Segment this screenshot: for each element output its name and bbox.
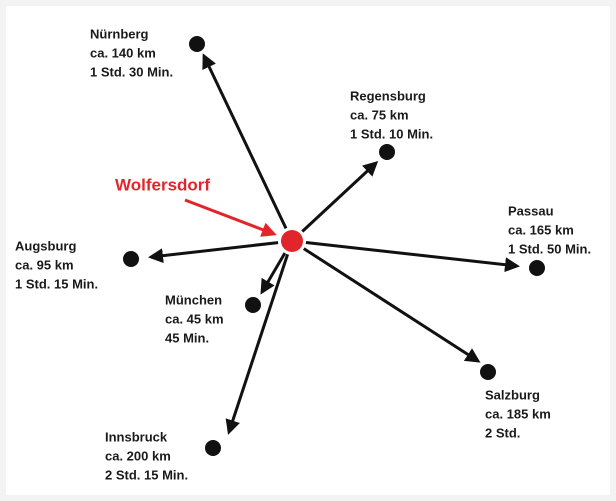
destination-time: 1 Std. 15 Min. [15, 276, 98, 291]
destination-distance: ca. 45 km [165, 311, 224, 326]
route-arrow [225, 253, 290, 435]
destination-dot [123, 251, 139, 267]
route-arrow [148, 241, 279, 264]
destination-distance: ca. 140 km [90, 45, 156, 60]
destination-distance: ca. 200 km [105, 448, 171, 463]
destination-time: 2 Std. 15 Min. [105, 467, 188, 482]
destination-dot [205, 440, 221, 456]
destination-time: 1 Std. 50 Min. [508, 241, 591, 256]
destination-name: Nürnberg [90, 26, 149, 41]
destination-name: Passau [508, 203, 554, 218]
destination-dot [480, 364, 496, 380]
destination-name: München [165, 292, 222, 307]
route-arrow [305, 241, 520, 273]
destination-dot [189, 36, 205, 52]
center-label: Wolfersdorf [115, 175, 210, 194]
destination-dot [245, 297, 261, 313]
destination-time: 2 Std. [485, 425, 520, 440]
destination-name: Salzburg [485, 387, 540, 402]
destination-time: 1 Std. 10 Min. [350, 126, 433, 141]
destination-dot [529, 260, 545, 276]
destination-time: 1 Std. 30 Min. [90, 64, 173, 79]
destination-name: Innsbruck [105, 429, 168, 444]
pointer-arrow [184, 198, 277, 237]
center-dot [281, 230, 303, 252]
destination-dot [379, 144, 395, 160]
destination-distance: ca. 75 km [350, 107, 409, 122]
destination-distance: ca. 185 km [485, 406, 551, 421]
route-arrow [202, 53, 288, 230]
route-arrow [260, 252, 287, 295]
destination-distance: ca. 95 km [15, 257, 74, 272]
destination-time: 45 Min. [165, 330, 209, 345]
destination-distance: ca. 165 km [508, 222, 574, 237]
destination-name: Regensburg [350, 88, 426, 103]
route-arrow [301, 160, 379, 233]
route-arrow [302, 247, 481, 363]
destination-name: Augsburg [15, 238, 76, 253]
